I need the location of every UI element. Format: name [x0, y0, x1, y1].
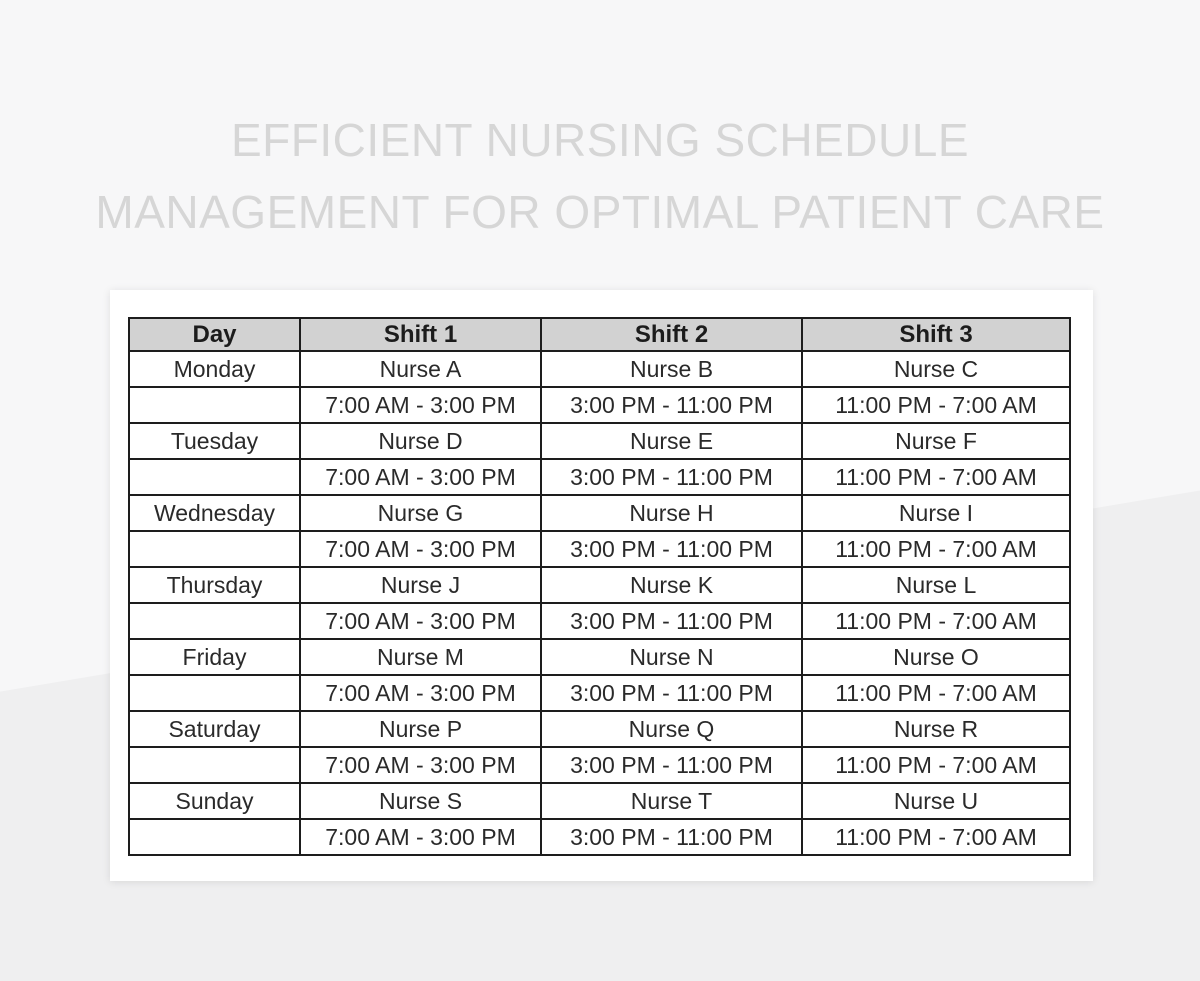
- table-row-day: Wednesday Nurse G Nurse H Nurse I: [128, 494, 1071, 532]
- nurse-cell: Nurse K: [540, 566, 803, 604]
- nurse-cell: Nurse I: [801, 494, 1071, 532]
- time-cell: 11:00 PM - 7:00 AM: [801, 818, 1071, 856]
- time-cell: 7:00 AM - 3:00 PM: [299, 674, 542, 712]
- nurse-cell: Nurse N: [540, 638, 803, 676]
- day-cell: Sunday: [128, 782, 301, 820]
- table-row-day: Thursday Nurse J Nurse K Nurse L: [128, 566, 1071, 604]
- time-cell: 11:00 PM - 7:00 AM: [801, 530, 1071, 568]
- nurse-cell: Nurse H: [540, 494, 803, 532]
- column-header-2: Shift 2: [540, 317, 803, 352]
- schedule-table: Day Shift 1 Shift 2 Shift 3 Monday Nurse A Nu…: [128, 317, 1071, 856]
- empty-day-cell: [128, 386, 301, 424]
- time-cell: 7:00 AM - 3:00 PM: [299, 530, 542, 568]
- nurse-cell: Nurse C: [801, 350, 1071, 388]
- nurse-cell: Nurse T: [540, 782, 803, 820]
- time-cell: 7:00 AM - 3:00 PM: [299, 602, 542, 640]
- time-cell: 11:00 PM - 7:00 AM: [801, 602, 1071, 640]
- time-cell: 7:00 AM - 3:00 PM: [299, 746, 542, 784]
- nurse-cell: Nurse O: [801, 638, 1071, 676]
- day-cell: Saturday: [128, 710, 301, 748]
- column-header-3: Shift 3: [801, 317, 1071, 352]
- empty-day-cell: [128, 458, 301, 496]
- nurse-cell: Nurse Q: [540, 710, 803, 748]
- nurse-cell: Nurse P: [299, 710, 542, 748]
- table-row-times: 7:00 AM - 3:00 PM 3:00 PM - 11:00 PM 11:00…: [128, 818, 1071, 856]
- column-header-0: Day: [128, 317, 301, 352]
- day-cell: Thursday: [128, 566, 301, 604]
- day-cell: Wednesday: [128, 494, 301, 532]
- nurse-cell: Nurse F: [801, 422, 1071, 460]
- table-row-times: 7:00 AM - 3:00 PM 3:00 PM - 11:00 PM 11:00…: [128, 530, 1071, 568]
- nurse-cell: Nurse R: [801, 710, 1071, 748]
- table-row-day: Saturday Nurse P Nurse Q Nurse R: [128, 710, 1071, 748]
- time-cell: 3:00 PM - 11:00 PM: [540, 602, 803, 640]
- empty-day-cell: [128, 602, 301, 640]
- empty-day-cell: [128, 530, 301, 568]
- time-cell: 11:00 PM - 7:00 AM: [801, 674, 1071, 712]
- time-cell: 3:00 PM - 11:00 PM: [540, 818, 803, 856]
- time-cell: 3:00 PM - 11:00 PM: [540, 674, 803, 712]
- nurse-cell: Nurse U: [801, 782, 1071, 820]
- schedule-card: Day Shift 1 Shift 2 Shift 3 Monday Nurse A Nu…: [110, 290, 1093, 881]
- time-cell: 11:00 PM - 7:00 AM: [801, 458, 1071, 496]
- day-cell: Monday: [128, 350, 301, 388]
- table-row-times: 7:00 AM - 3:00 PM 3:00 PM - 11:00 PM 11:00…: [128, 602, 1071, 640]
- table-row-times: 7:00 AM - 3:00 PM 3:00 PM - 11:00 PM 11:00…: [128, 746, 1071, 784]
- time-cell: 3:00 PM - 11:00 PM: [540, 458, 803, 496]
- time-cell: 7:00 AM - 3:00 PM: [299, 458, 542, 496]
- empty-day-cell: [128, 818, 301, 856]
- nurse-cell: Nurse G: [299, 494, 542, 532]
- time-cell: 7:00 AM - 3:00 PM: [299, 818, 542, 856]
- day-cell: Friday: [128, 638, 301, 676]
- time-cell: 11:00 PM - 7:00 AM: [801, 386, 1071, 424]
- table-row-day: Tuesday Nurse D Nurse E Nurse F: [128, 422, 1071, 460]
- header-row: Day Shift 1 Shift 2 Shift 3: [128, 317, 1071, 352]
- time-cell: 7:00 AM - 3:00 PM: [299, 386, 542, 424]
- empty-day-cell: [128, 674, 301, 712]
- nurse-cell: Nurse B: [540, 350, 803, 388]
- nurse-cell: Nurse M: [299, 638, 542, 676]
- page-title-line1: EFFICIENT NURSING SCHEDULE: [230, 114, 970, 166]
- time-cell: 3:00 PM - 11:00 PM: [540, 530, 803, 568]
- nurse-cell: Nurse A: [299, 350, 542, 388]
- table-row-times: 7:00 AM - 3:00 PM 3:00 PM - 11:00 PM 11:00…: [128, 458, 1071, 496]
- table-row-day: Monday Nurse A Nurse B Nurse C: [128, 350, 1071, 388]
- schedule-table-body: Monday Nurse A Nurse B Nurse C 7:00 AM - 3:0…: [128, 350, 1071, 856]
- column-header-1: Shift 1: [299, 317, 542, 352]
- empty-day-cell: [128, 746, 301, 784]
- time-cell: 11:00 PM - 7:00 AM: [801, 746, 1071, 784]
- time-cell: 3:00 PM - 11:00 PM: [540, 386, 803, 424]
- page-title-line2: MANAGEMENT FOR OPTIMAL PATIENT CARE: [95, 186, 1105, 238]
- nurse-cell: Nurse E: [540, 422, 803, 460]
- schedule-table-wrapper: Day Shift 1 Shift 2 Shift 3 Monday Nurse A Nu…: [128, 317, 1071, 856]
- table-row-day: Sunday Nurse S Nurse T Nurse U: [128, 782, 1071, 820]
- table-row-times: 7:00 AM - 3:00 PM 3:00 PM - 11:00 PM 11:00…: [128, 674, 1071, 712]
- schedule-table-head: Day Shift 1 Shift 2 Shift 3: [128, 317, 1071, 352]
- table-row-day: Friday Nurse M Nurse N Nurse O: [128, 638, 1071, 676]
- nurse-cell: Nurse D: [299, 422, 542, 460]
- nurse-cell: Nurse S: [299, 782, 542, 820]
- nurse-cell: Nurse J: [299, 566, 542, 604]
- day-cell: Tuesday: [128, 422, 301, 460]
- time-cell: 3:00 PM - 11:00 PM: [540, 746, 803, 784]
- nurse-cell: Nurse L: [801, 566, 1071, 604]
- table-row-times: 7:00 AM - 3:00 PM 3:00 PM - 11:00 PM 11:00…: [128, 386, 1071, 424]
- page-title: EFFICIENT NURSING SCHEDULE MANAGEMENT FO…: [0, 104, 1200, 248]
